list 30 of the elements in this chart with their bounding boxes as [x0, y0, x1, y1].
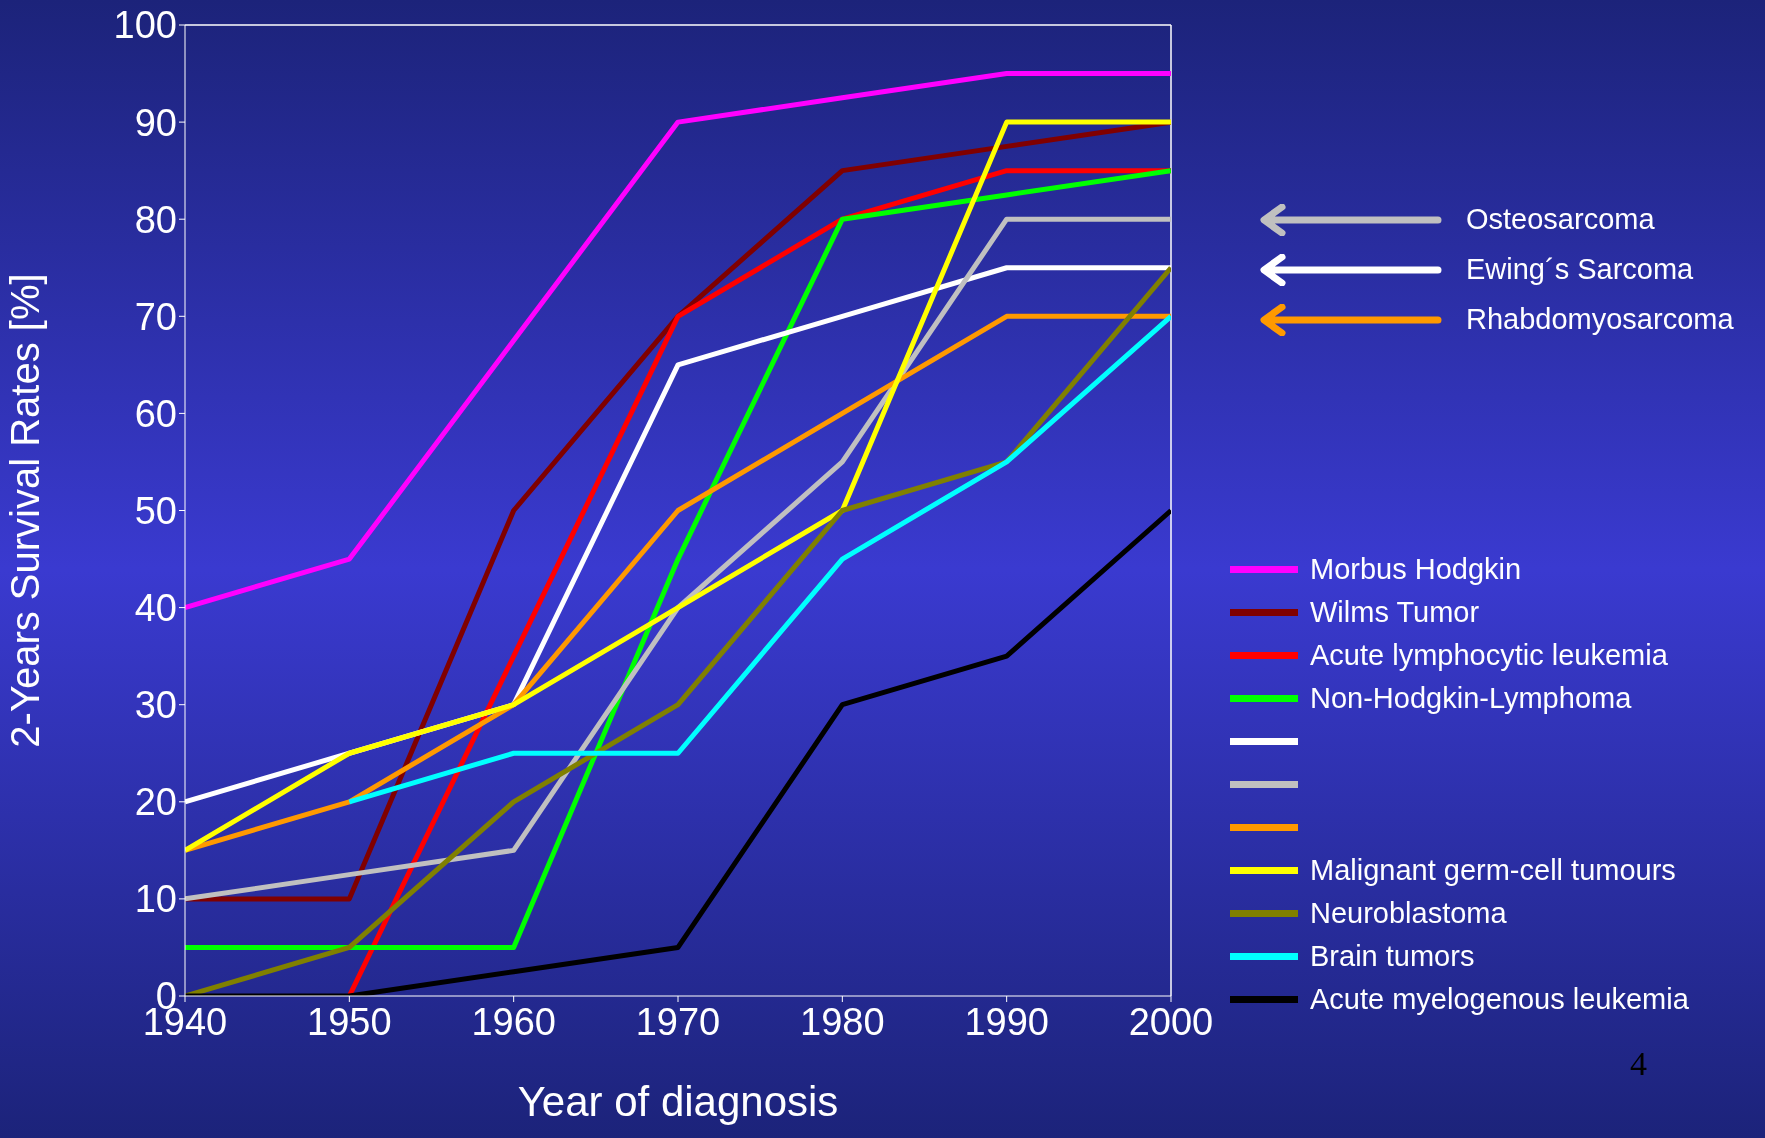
- legend-label: Neuroblastoma: [1310, 897, 1507, 930]
- y-tick-label: 30: [134, 684, 177, 727]
- text: Ewing´s Sarcoma: [1466, 253, 1694, 286]
- y-tick-label: 80: [134, 198, 177, 241]
- legend-label: Brain tumors: [1310, 940, 1475, 973]
- text: Osteosarcoma: [1466, 203, 1655, 236]
- x-tick-label: 1970: [635, 1000, 721, 1043]
- legend-label: Acute lymphocytic leukemia: [1310, 639, 1668, 672]
- x-axis-title: Year of diagnosis: [517, 1078, 839, 1125]
- y-tick-label: 40: [134, 587, 177, 630]
- x-tick-label: 1990: [964, 1000, 1049, 1043]
- x-tick-label: 1950: [307, 1000, 392, 1043]
- y-tick-label: 100: [113, 4, 177, 47]
- legend-label: Non-Hodgkin-Lymphoma: [1310, 682, 1632, 715]
- legend-label: Wilms Tumor: [1310, 596, 1480, 629]
- text: Rhabdomyosarcoma: [1466, 303, 1734, 336]
- x-tick-label: 1960: [471, 1000, 556, 1043]
- y-tick-label: 10: [134, 878, 177, 921]
- y-tick-label: 60: [134, 392, 177, 435]
- legend-label: Malignant germ-cell tumours: [1310, 854, 1676, 887]
- y-tick-label: 50: [134, 489, 177, 532]
- legend-label: Morbus Hodgkin: [1310, 553, 1522, 586]
- legend-label: Acute myelogenous leukemia: [1310, 983, 1689, 1016]
- y-axis-title: 2-Years Survival Rates [%]: [3, 273, 48, 748]
- text: 4: [1630, 1045, 1647, 1083]
- x-tick-label: 2000: [1128, 1000, 1214, 1043]
- y-tick-label: 20: [134, 781, 177, 824]
- x-tick-label: 1980: [800, 1000, 885, 1043]
- y-tick-label: 90: [134, 101, 177, 144]
- y-tick-label: 70: [134, 295, 177, 338]
